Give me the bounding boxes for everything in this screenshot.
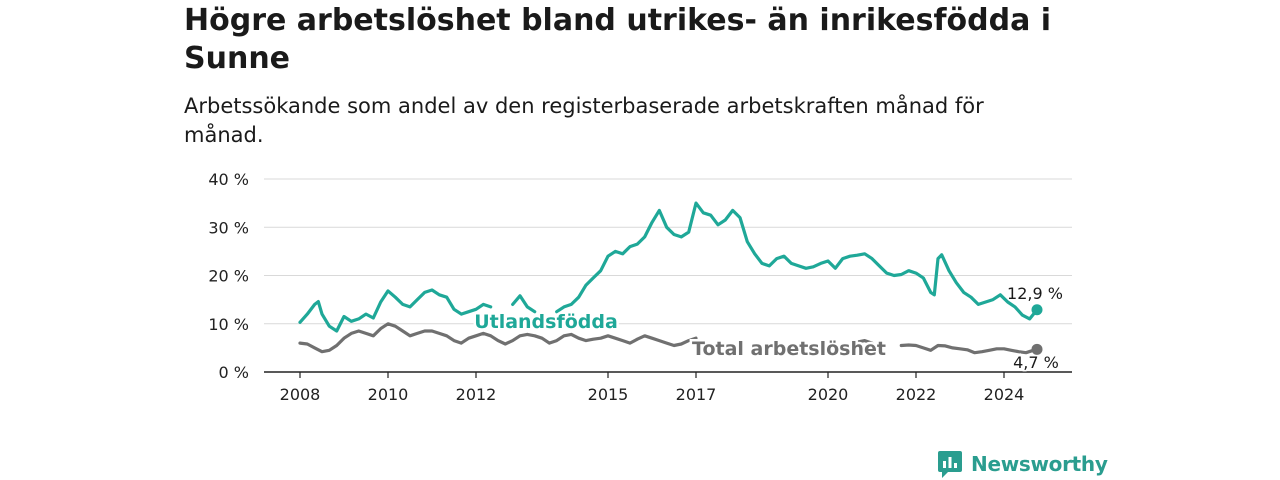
- utlandsfodda-line-segment: [511, 294, 537, 314]
- x-tick-label: 2010: [368, 385, 409, 404]
- total-arbetsloshet-end-marker: [1031, 343, 1043, 355]
- y-tick-label: 30 %: [208, 218, 249, 237]
- total-series-label: Total arbetslöshet: [692, 338, 886, 360]
- utlandsfodda-end-value: 12,9 %: [1007, 284, 1063, 303]
- y-tick-label: 0 %: [219, 363, 249, 382]
- newsworthy-logo-icon: [938, 451, 962, 478]
- series-lines: [298, 201, 1043, 355]
- total-arbetsloshet-line-segment: [899, 343, 1039, 355]
- brand-name: Newsworthy: [971, 452, 1108, 476]
- x-tick-label: 2012: [456, 385, 497, 404]
- total-arbetsloshet-line-segment: [855, 339, 874, 345]
- utlandsfodda-line-segment: [555, 201, 1039, 321]
- series-labels: Utlandsfödda Total arbetslöshet 12,9 % 4,7 …: [472, 284, 1063, 374]
- chart-subtitle: Arbetssökande som andel av den registerb…: [184, 94, 984, 147]
- chart-title: Högre arbetslöshet bland utrikes- än inr…: [184, 3, 1052, 76]
- y-tick-label: 10 %: [208, 315, 249, 334]
- x-tick-label: 2022: [896, 385, 937, 404]
- newsworthy-logo[interactable]: Newsworthy: [937, 448, 1108, 480]
- total-end-value: 4,7 %: [1013, 353, 1059, 372]
- x-tick-label: 2024: [984, 385, 1025, 404]
- x-tick-label: 2020: [808, 385, 849, 404]
- x-tick-label: 2017: [676, 385, 717, 404]
- x-tick-label: 2008: [280, 385, 321, 404]
- total-arbetsloshet-line-segment: [298, 322, 698, 354]
- x-tick-label: 2015: [588, 385, 629, 404]
- y-axis-ticks: 0 % 10 % 20 % 30 % 40 %: [208, 170, 249, 382]
- y-tick-label: 40 %: [208, 170, 249, 189]
- utlandsfodda-line-segment: [298, 288, 493, 333]
- x-axis-ticks: 2008 2010 2012 2015 2017 2020 2022 2024: [280, 372, 1025, 404]
- y-tick-label: 20 %: [208, 267, 249, 286]
- utlandsfodda-end-marker: [1031, 304, 1043, 316]
- utlandsfodda-series-label: Utlandsfödda: [474, 311, 618, 333]
